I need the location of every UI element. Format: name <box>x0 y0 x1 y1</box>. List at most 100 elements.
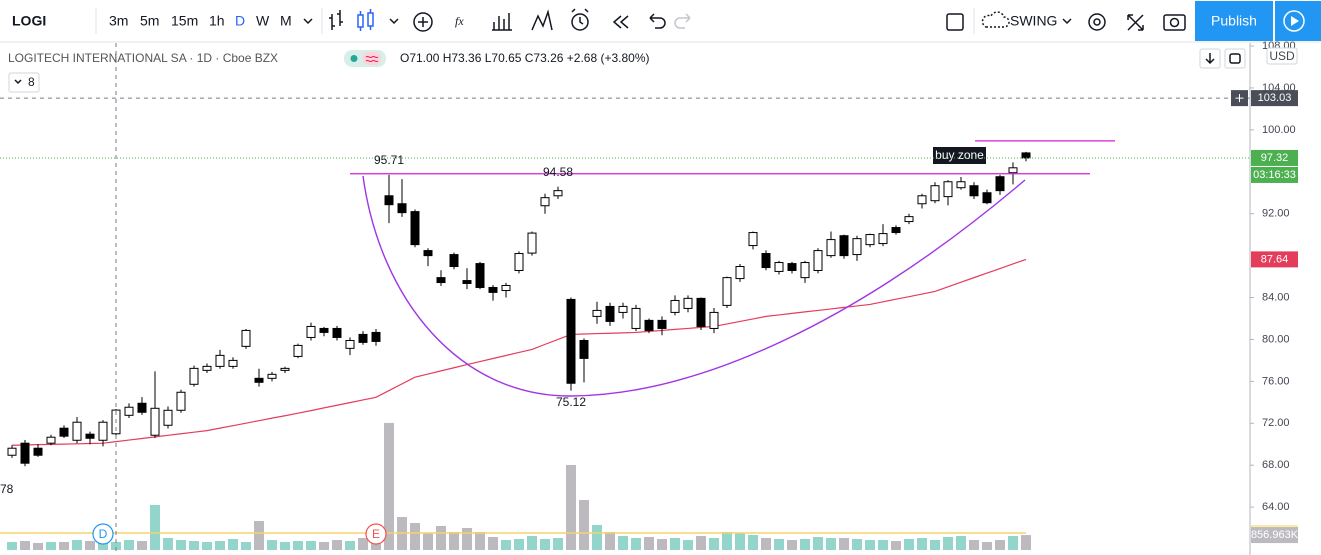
last-price: 97.32 <box>1261 152 1289 164</box>
volume-bar <box>917 537 927 550</box>
candle-body <box>202 365 212 371</box>
volume-bar <box>644 536 654 550</box>
candle-body <box>98 421 108 441</box>
candle-body <box>540 197 550 207</box>
candle-body <box>72 421 82 441</box>
undo-icon[interactable] <box>649 13 666 29</box>
fullscreen-icon[interactable] <box>1127 14 1144 31</box>
cloud-icon[interactable] <box>981 11 1010 28</box>
volume-bar <box>59 541 69 550</box>
candle-body <box>397 203 407 214</box>
candle-body <box>1021 152 1031 159</box>
volume-bar <box>1021 535 1031 550</box>
candle-body <box>995 176 1005 192</box>
volume-bar <box>618 535 628 550</box>
volume-bar <box>514 539 524 550</box>
candle-body <box>553 190 563 197</box>
chart: 108.00104.00100.0092.0084.0080.0076.0072… <box>0 40 1299 550</box>
plus <box>418 17 428 27</box>
indicator-count[interactable]: 8 <box>28 75 35 89</box>
volume-bar <box>228 539 238 550</box>
y-tick-label: 100.00 <box>1262 124 1296 136</box>
snapshot-icon[interactable] <box>1163 14 1186 31</box>
candles-icon[interactable] <box>357 9 374 31</box>
currency-box[interactable] <box>1266 47 1298 65</box>
volume-bar <box>332 539 342 550</box>
volume-bar <box>579 499 589 550</box>
volume-bar <box>215 541 225 550</box>
volume-bar <box>1008 535 1018 550</box>
candle-body <box>943 181 953 198</box>
settings-core <box>1093 18 1101 26</box>
volume-bar <box>345 541 355 550</box>
publish-label[interactable]: Publish <box>1211 13 1257 29</box>
candle-body <box>345 339 355 349</box>
volume-bar <box>436 525 446 550</box>
legend-title: LOGITECH INTERNATIONAL SA · 1D · Cboe BZ… <box>8 51 278 65</box>
ma-price: 87.64 <box>1261 253 1289 265</box>
volume-bar <box>124 539 134 550</box>
layout-name[interactable]: SWING <box>1010 13 1057 29</box>
volume-bar <box>540 539 550 550</box>
volume-bar <box>410 522 420 550</box>
candle-body <box>358 333 368 343</box>
currency[interactable]: USD <box>1269 49 1295 63</box>
y-tick-label: 92.00 <box>1262 208 1290 220</box>
layout-icon[interactable] <box>946 13 964 31</box>
volume-bar <box>358 537 368 550</box>
candle-body <box>254 377 264 383</box>
compare-icon[interactable] <box>492 13 512 31</box>
event-label: D <box>99 527 108 541</box>
candle-body <box>592 309 602 317</box>
interval[interactable]: 1h <box>209 13 225 29</box>
replay-icon[interactable] <box>612 15 629 29</box>
alert-icon[interactable] <box>571 13 589 31</box>
maximize-button[interactable] <box>1224 48 1246 69</box>
volume-bar <box>839 537 849 550</box>
add-indicator[interactable] <box>413 12 433 32</box>
candle-body <box>839 235 849 257</box>
candle-body <box>735 266 745 280</box>
candle-body <box>514 253 524 271</box>
volume-bar <box>189 541 199 550</box>
volume-bar <box>384 422 394 550</box>
volume-bar <box>267 539 277 550</box>
interval[interactable]: M <box>280 13 292 29</box>
interval[interactable]: 15m <box>171 13 198 29</box>
candle-body <box>969 185 979 197</box>
candle-body <box>241 329 251 347</box>
candle-body <box>605 305 615 322</box>
candle-body <box>1008 167 1018 174</box>
candle-body <box>878 233 888 245</box>
indicator-toggle[interactable] <box>8 72 40 93</box>
volume-bar <box>657 539 667 550</box>
chevron[interactable] <box>303 18 313 25</box>
volume-bar <box>33 542 43 550</box>
interval[interactable]: 5m <box>140 13 159 29</box>
bars-icon[interactable] <box>329 10 343 30</box>
interval[interactable]: 3m <box>109 13 128 29</box>
chevron[interactable] <box>389 18 399 25</box>
candle-body <box>410 211 420 246</box>
publish-button[interactable] <box>1195 1 1273 41</box>
volume-bar <box>956 535 966 550</box>
volume-bar <box>761 537 771 550</box>
volume-bar <box>150 504 160 550</box>
fx-icon[interactable]: fx <box>455 14 464 28</box>
candle-body <box>865 234 875 246</box>
event-marker <box>365 523 387 545</box>
volume-bar <box>202 541 212 550</box>
symbol[interactable]: LOGI <box>12 13 46 29</box>
volume-bar <box>852 539 862 550</box>
last-price-bg <box>1251 149 1298 166</box>
chevron[interactable] <box>1062 18 1072 25</box>
volume-bar <box>683 539 693 550</box>
volume-bar <box>46 541 56 550</box>
volume-bar <box>20 541 30 550</box>
crosshair-price: 103.03 <box>1258 92 1292 104</box>
volume-bar <box>696 535 706 550</box>
templates-icon[interactable] <box>531 9 553 31</box>
settings-icon[interactable] <box>1088 13 1106 31</box>
interval-active[interactable]: D <box>235 13 245 29</box>
interval[interactable]: W <box>256 13 270 29</box>
